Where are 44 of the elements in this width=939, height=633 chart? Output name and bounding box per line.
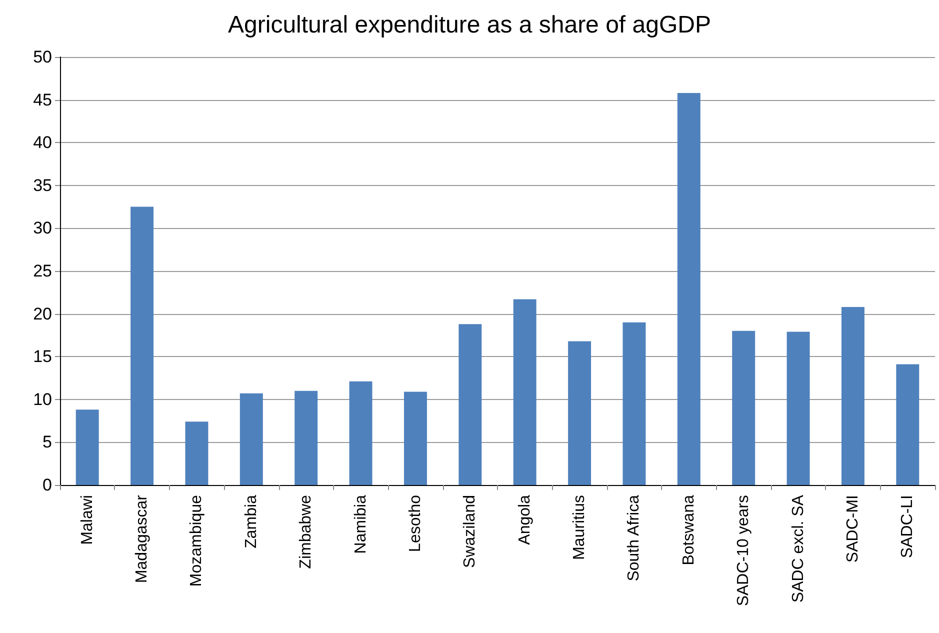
x-tick-label: SADC-MI	[844, 495, 862, 563]
y-tick-label: 25	[33, 262, 52, 280]
x-tick-label: Zambia	[242, 494, 260, 548]
bar	[568, 341, 592, 485]
x-tick-label: Malawi	[78, 495, 96, 545]
y-tick-label: 20	[33, 304, 52, 324]
y-tick-label: 30	[33, 218, 52, 238]
x-tick-label: Mozambique	[188, 494, 206, 587]
bar	[622, 322, 646, 485]
x-tick-label: SADC-LI	[899, 495, 916, 558]
bar	[458, 324, 482, 485]
y-tick-label: 45	[33, 90, 52, 110]
bar	[786, 332, 810, 485]
y-tick-label: 0	[42, 476, 52, 494]
bar	[240, 393, 263, 485]
x-tick-label: Namibia	[352, 494, 370, 554]
x-tick-label: South Africa	[626, 494, 643, 582]
x-tick-label: Botswana	[680, 494, 698, 566]
bar	[294, 390, 318, 485]
bar	[130, 206, 154, 485]
bar	[349, 381, 372, 485]
bar	[513, 299, 536, 485]
y-tick-label: 5	[42, 432, 52, 452]
y-tick-label: 10	[33, 390, 52, 409]
y-tick-label: 40	[33, 133, 52, 152]
bar	[185, 422, 208, 485]
bar	[677, 92, 700, 485]
x-tick-label: SADC-10 years	[735, 495, 752, 606]
x-tick-label: Zimbabwe	[298, 494, 315, 569]
bar	[76, 410, 99, 485]
x-tick-label: Madagascar	[134, 494, 151, 584]
x-tick-label: Lesotho	[406, 494, 424, 552]
x-tick-label: Swaziland	[462, 495, 479, 568]
y-tick-label: 35	[33, 176, 52, 195]
y-tick-label: 15	[33, 347, 52, 366]
x-tick-label: Mauritius	[571, 495, 588, 560]
chart-title: Agricultural expenditure as a share of agGDP	[228, 12, 711, 38]
bar	[841, 306, 864, 485]
x-tick-label: SADC excl. SA	[790, 494, 807, 603]
bar	[732, 330, 756, 485]
x-tick-label: Angola	[516, 494, 534, 545]
bar	[896, 364, 920, 485]
y-tick-label: 50	[33, 48, 52, 66]
bar	[404, 392, 427, 485]
